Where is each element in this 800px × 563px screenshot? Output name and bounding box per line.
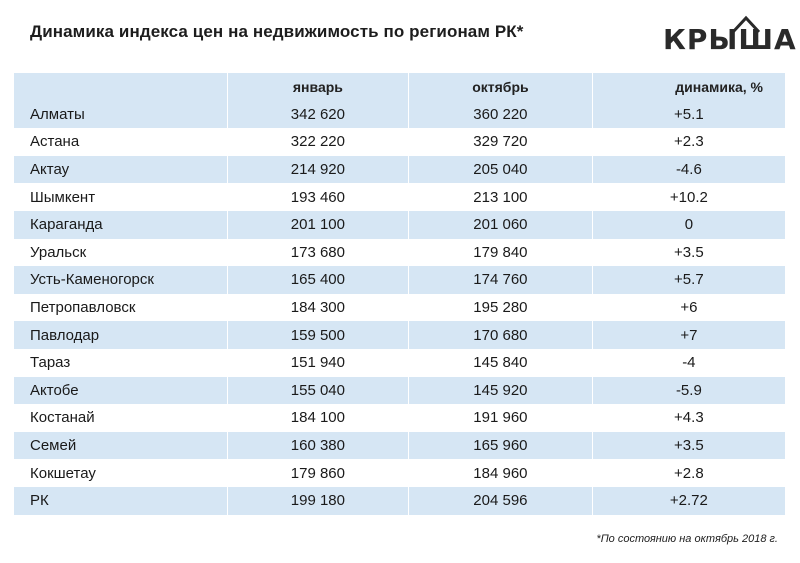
january-cell: 214 920 (227, 155, 410, 184)
october-cell: 145 840 (408, 348, 593, 377)
october-cell: 170 680 (408, 321, 593, 349)
table-row: Тараз 151 940 145 840 -4 (14, 348, 787, 377)
dynamics-cell: +5.1 (592, 100, 787, 129)
header-january: январь (227, 73, 410, 101)
january-cell: 201 100 (227, 210, 410, 239)
region-cell: РК (14, 486, 228, 515)
krysha-logo: КРЫША (663, 10, 797, 56)
january-cell: 159 500 (227, 321, 410, 349)
region-cell: Актау (14, 155, 228, 184)
january-cell: 160 380 (227, 431, 410, 460)
table-row: Уральск 173 680 179 840 +3.5 (14, 238, 787, 267)
october-cell: 360 220 (408, 100, 593, 129)
region-cell: Семей (14, 431, 228, 460)
region-cell: Тараз (14, 348, 228, 377)
dynamics-cell: +2.8 (592, 459, 787, 487)
dynamics-cell: +3.5 (592, 431, 787, 460)
dynamics-cell: -4.6 (592, 155, 787, 184)
october-cell: 165 960 (408, 431, 593, 460)
january-cell: 165 400 (227, 266, 410, 294)
header-region (14, 73, 228, 101)
header-dynamics: динамика, % (592, 73, 787, 101)
january-cell: 199 180 (227, 486, 410, 515)
january-cell: 193 460 (227, 183, 410, 211)
region-cell: Караганда (14, 210, 228, 239)
table-row: Алматы 342 620 360 220 +5.1 (14, 100, 787, 129)
dynamics-cell: +7 (592, 321, 787, 349)
dynamics-cell: -4 (592, 348, 787, 377)
region-cell: Павлодар (14, 321, 228, 349)
january-cell: 342 620 (227, 100, 410, 129)
dynamics-cell: 0 (592, 210, 787, 239)
table-row: Актобе 155 040 145 920 -5.9 (14, 376, 787, 405)
region-cell: Уральск (14, 238, 228, 267)
table-row: Астана 322 220 329 720 +2.3 (14, 128, 787, 156)
logo-text: КРЫША (663, 23, 797, 56)
region-cell: Шымкент (14, 183, 228, 211)
october-cell: 174 760 (408, 266, 593, 294)
october-cell: 195 280 (408, 293, 593, 322)
footnote: *По состоянию на октябрь 2018 г. (596, 533, 778, 545)
table-row: РК 199 180 204 596 +2.72 (14, 486, 787, 515)
october-cell: 191 960 (408, 404, 593, 432)
roof-icon (731, 15, 761, 34)
region-cell: Кокшетау (14, 459, 228, 487)
january-cell: 184 100 (227, 404, 410, 432)
october-cell: 213 100 (408, 183, 593, 211)
october-cell: 204 596 (408, 486, 593, 515)
table-row: Шымкент 193 460 213 100 +10.2 (14, 183, 787, 211)
october-cell: 184 960 (408, 459, 593, 487)
dynamics-cell: +4.3 (592, 404, 787, 432)
price-table: январь октябрь динамика, % Алматы 342 620… (14, 73, 787, 515)
table-row: Семей 160 380 165 960 +3.5 (14, 431, 787, 460)
dynamics-cell: +2.3 (592, 128, 787, 156)
dynamics-cell: -5.9 (592, 376, 787, 405)
october-cell: 205 040 (408, 155, 593, 184)
january-cell: 322 220 (227, 128, 410, 156)
header-october: октябрь (408, 73, 593, 101)
october-cell: 329 720 (408, 128, 593, 156)
dynamics-cell: +5.7 (592, 266, 787, 294)
january-cell: 173 680 (227, 238, 410, 267)
table-row: Караганда 201 100 201 060 0 (14, 210, 787, 239)
october-cell: 201 060 (408, 210, 593, 239)
region-cell: Костанай (14, 404, 228, 432)
region-cell: Алматы (14, 100, 228, 129)
january-cell: 155 040 (227, 376, 410, 405)
october-cell: 145 920 (408, 376, 593, 405)
january-cell: 179 860 (227, 459, 410, 487)
table-row: Усть-Каменогорск 165 400 174 760 +5.7 (14, 266, 787, 294)
dynamics-cell: +6 (592, 293, 787, 322)
table-row: Актау 214 920 205 040 -4.6 (14, 155, 787, 184)
table-row: Кокшетау 179 860 184 960 +2.8 (14, 459, 787, 487)
region-cell: Актобе (14, 376, 228, 405)
october-cell: 179 840 (408, 238, 593, 267)
table-row: Павлодар 159 500 170 680 +7 (14, 321, 787, 349)
region-cell: Петропавловск (14, 293, 228, 322)
dynamics-cell: +10.2 (592, 183, 787, 211)
table-row: Петропавловск 184 300 195 280 +6 (14, 293, 787, 322)
page-title: Динамика индекса цен на недвижимость по … (30, 22, 524, 41)
table-row: Костанай 184 100 191 960 +4.3 (14, 404, 787, 432)
dynamics-cell: +2.72 (592, 486, 787, 515)
dynamics-cell: +3.5 (592, 238, 787, 267)
region-cell: Усть-Каменогорск (14, 266, 228, 294)
table-header-row: январь октябрь динамика, % (14, 73, 787, 101)
region-cell: Астана (14, 128, 228, 156)
january-cell: 151 940 (227, 348, 410, 377)
january-cell: 184 300 (227, 293, 410, 322)
